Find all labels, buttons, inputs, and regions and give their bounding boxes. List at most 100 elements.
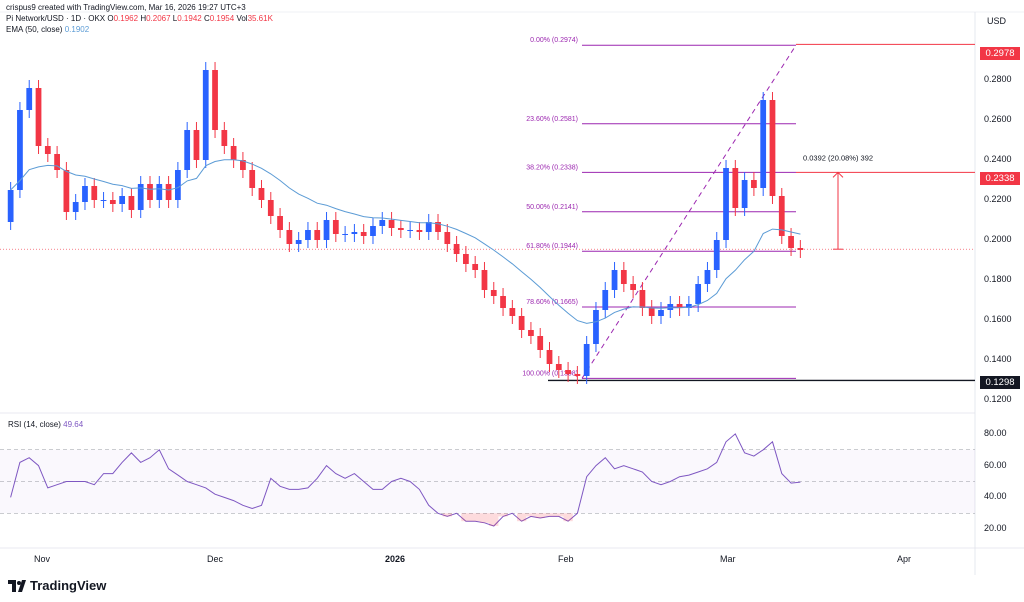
- candle-body: [537, 336, 544, 350]
- candle-body: [741, 180, 748, 208]
- candle-body: [221, 130, 228, 146]
- candle-body: [463, 254, 469, 264]
- candle-body: [397, 228, 404, 230]
- candle-body: [620, 270, 627, 284]
- candle-body: [565, 370, 571, 374]
- rsi-oversold-fill: [563, 513, 573, 522]
- rsi-oversold-fill: [489, 513, 499, 526]
- candle-body: [119, 196, 126, 204]
- candle-body: [769, 100, 776, 196]
- candle-body: [286, 230, 293, 244]
- ohlc-high-label: H: [140, 14, 147, 23]
- candle-body: [435, 222, 441, 232]
- rsi-oversold-fill: [498, 513, 508, 517]
- time-tick-label: Feb: [558, 554, 574, 564]
- candle-body: [54, 154, 60, 170]
- symbol-line: Pi Network/USD · 1D · OKX O0.1962 H0.206…: [6, 14, 273, 23]
- candle-body: [147, 184, 153, 200]
- measure-label: 0.0392 (20.08%) 392: [803, 153, 873, 162]
- symbol-name[interactable]: Pi Network/USD · 1D · OKX: [6, 14, 106, 23]
- price-tick-label: 0.2600: [984, 114, 1012, 124]
- rsi-oversold-fill: [535, 513, 545, 519]
- rsi-tick-label: 80.00: [984, 427, 1007, 438]
- candle-body: [732, 168, 739, 208]
- candle-body: [258, 188, 265, 200]
- candle-body: [100, 200, 107, 201]
- candle-body: [751, 180, 757, 188]
- fib-level-label: 50.00% (0.2141): [526, 204, 578, 211]
- rsi-tick-label: 40.00: [984, 491, 1007, 502]
- candle-body: [407, 230, 414, 231]
- candle-body: [611, 270, 618, 290]
- measure-arrowhead: [832, 171, 844, 178]
- candle-body: [91, 186, 98, 200]
- tradingview-logo[interactable]: TradingView: [8, 578, 106, 593]
- candle-body: [277, 216, 283, 230]
- price-tag-low: 0.1298: [980, 376, 1020, 389]
- candle-body: [165, 184, 172, 200]
- candle-body: [267, 200, 274, 216]
- candle-body: [202, 70, 209, 160]
- ohlc-high: 0.2067: [146, 14, 171, 23]
- candle-body: [174, 170, 181, 200]
- candle-body: [156, 184, 163, 200]
- candle-body: [481, 270, 488, 290]
- currency-label: USD: [987, 16, 1007, 26]
- candle-body: [17, 110, 23, 190]
- candle-body: [760, 100, 767, 188]
- ohlc-open: 0.1962: [113, 14, 139, 23]
- price-tick-label: 0.2800: [984, 74, 1012, 84]
- candle-body: [500, 296, 506, 308]
- rsi-oversold-fill: [442, 513, 452, 517]
- creator-line: crispus9 created with TradingView.com, M…: [6, 3, 246, 12]
- candle-body: [788, 236, 794, 248]
- candle-body: [639, 290, 646, 308]
- price-tick-label: 0.2200: [984, 194, 1012, 204]
- candle-body: [332, 220, 339, 234]
- candle-body: [305, 230, 311, 240]
- fib-level-label: 61.80% (0.1944): [526, 243, 578, 250]
- time-tick-label: 2026: [385, 554, 406, 564]
- rsi-line: [10, 433, 801, 527]
- candle-body: [593, 310, 599, 344]
- candle-body: [379, 220, 386, 226]
- candle-body: [323, 220, 330, 240]
- price-tag-mid: 0.2338: [980, 172, 1020, 185]
- candle-body: [137, 184, 144, 210]
- candle-body: [676, 304, 683, 308]
- tradingview-wordmark: TradingView: [30, 578, 107, 593]
- rsi-oversold-fill: [479, 513, 490, 523]
- candle-body: [667, 304, 674, 310]
- time-tick-label: Dec: [207, 554, 224, 564]
- candle-body: [630, 284, 637, 290]
- time-tick-label: Apr: [897, 554, 912, 564]
- candle-body: [230, 146, 237, 160]
- candle-body: [35, 88, 42, 146]
- rsi-oversold-fill: [526, 513, 536, 517]
- candle-body: [26, 88, 33, 110]
- candle-body: [658, 310, 664, 316]
- time-tick-label: Nov: [34, 554, 51, 564]
- candle-body: [249, 170, 256, 188]
- candle-body: [444, 232, 451, 244]
- candle-body: [472, 264, 479, 270]
- rsi-tick-label: 60.00: [984, 459, 1007, 470]
- ohlc-low-label: L: [172, 14, 178, 23]
- candle-body: [193, 130, 200, 160]
- price-tick-label: 0.1200: [984, 394, 1012, 404]
- ema-line: [10, 159, 801, 324]
- candle-body: [44, 146, 51, 154]
- rsi-label: RSI (14, close): [8, 420, 61, 429]
- candle-body: [704, 270, 711, 284]
- volume-value: 35.61K: [247, 14, 273, 23]
- candle-body: [797, 248, 804, 250]
- ema-label: EMA (50, close): [6, 25, 63, 34]
- price-tick-label: 0.2000: [984, 234, 1012, 244]
- ema-legend[interactable]: EMA (50, close) 0.1902: [6, 25, 89, 34]
- rsi-oversold-fill: [470, 513, 480, 522]
- rsi-oversold-fill: [544, 513, 555, 517]
- ohlc-open-label: O: [107, 14, 114, 23]
- price-tick-label: 0.1600: [984, 314, 1012, 324]
- rsi-legend[interactable]: RSI (14, close) 49.64: [8, 420, 83, 429]
